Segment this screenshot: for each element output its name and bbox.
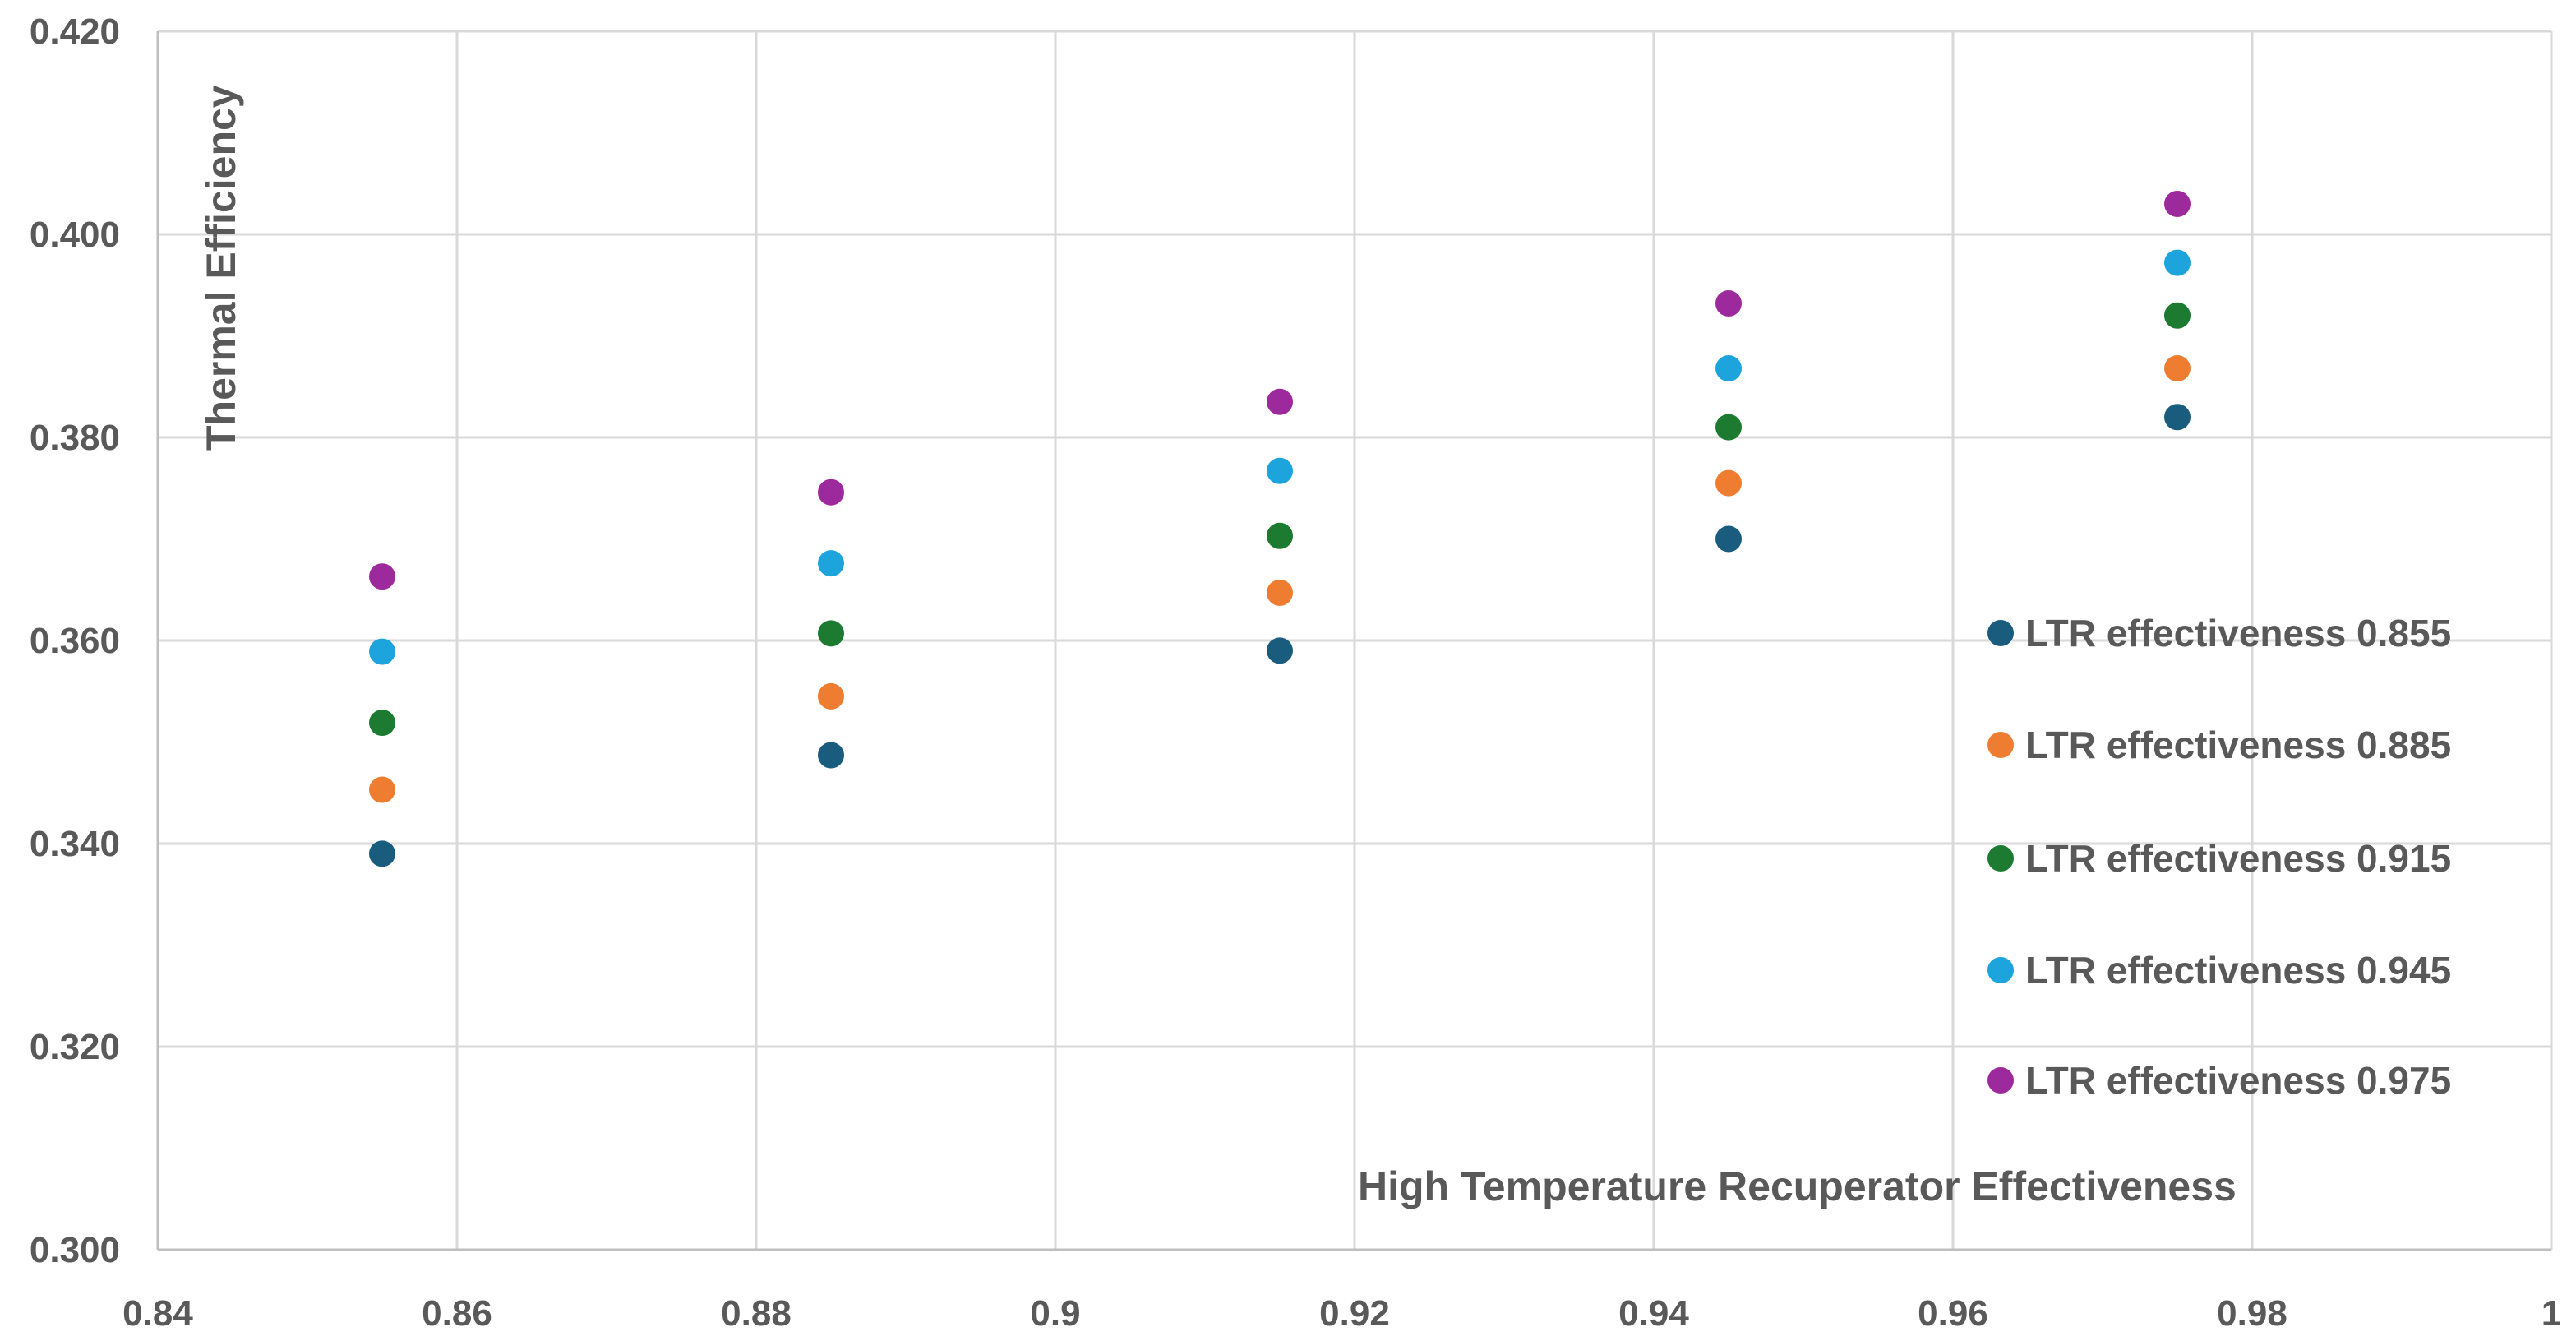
legend-marker — [1987, 620, 2014, 646]
data-point — [818, 550, 844, 577]
tick-labels: 0.84 0.86 0.88 0.9 0.92 0.94 0.96 0.98 1 0.300 0.3… — [30, 12, 2561, 1334]
grid-lines — [158, 30, 2553, 1250]
x-tick-label: 0.94 — [1618, 1293, 1689, 1334]
data-point — [1267, 388, 1293, 415]
data-point — [1715, 469, 1742, 497]
legend-label: LTR effectiveness 0.975 — [2025, 1059, 2451, 1102]
data-point — [818, 479, 844, 506]
data-point — [818, 742, 844, 769]
data-point — [369, 638, 395, 665]
data-point — [1715, 355, 1742, 382]
axes — [156, 31, 2551, 1251]
y-tick-label: 0.320 — [30, 1027, 120, 1067]
y-tick-label: 0.380 — [30, 418, 120, 458]
data-point — [818, 682, 844, 710]
data-point — [369, 776, 395, 803]
y-tick-label: 0.300 — [30, 1230, 120, 1270]
x-tick-label: 0.9 — [1030, 1293, 1080, 1334]
y-tick-label: 0.420 — [30, 12, 120, 52]
legend-marker — [1987, 845, 2014, 872]
y-tick-label: 0.400 — [30, 215, 120, 255]
data-point — [818, 620, 844, 647]
x-tick-label: 0.86 — [422, 1293, 492, 1334]
x-tick-label: 0.88 — [721, 1293, 792, 1334]
data-point — [1715, 414, 1742, 441]
data-point — [369, 840, 395, 867]
data-point — [2164, 190, 2191, 217]
x-axis-title: High Temperature Recuperator Effectivene… — [1358, 1163, 2237, 1209]
data-point — [2164, 355, 2191, 382]
data-point — [2164, 404, 2191, 431]
y-tick-label: 0.340 — [30, 824, 120, 864]
data-point — [1267, 522, 1293, 549]
data-point — [2164, 302, 2191, 329]
x-tick-label: 0.92 — [1319, 1293, 1390, 1334]
data-point — [369, 710, 395, 737]
legend-marker — [1987, 732, 2014, 758]
legend-label: LTR effectiveness 0.915 — [2025, 837, 2451, 880]
legend-label: LTR effectiveness 0.945 — [2025, 949, 2451, 992]
y-axis-title: Thermal Efficiency — [198, 85, 244, 451]
x-tick-label: 0.98 — [2217, 1293, 2287, 1334]
legend-marker — [1987, 957, 2014, 983]
legend-label: LTR effectiveness 0.855 — [2025, 612, 2451, 654]
x-tick-label: 1 — [2541, 1293, 2561, 1334]
data-point — [1267, 457, 1293, 484]
data-point — [2164, 249, 2191, 276]
x-tick-label: 0.84 — [122, 1293, 193, 1334]
y-tick-label: 0.360 — [30, 621, 120, 661]
data-point — [1715, 525, 1742, 553]
data-point — [369, 563, 395, 590]
x-tick-label: 0.96 — [1918, 1293, 1988, 1334]
data-point — [1715, 289, 1742, 317]
data-points — [369, 190, 2191, 867]
data-point — [1267, 579, 1293, 606]
data-point — [1267, 637, 1293, 664]
legend-marker — [1987, 1067, 2014, 1094]
legend-label: LTR effectiveness 0.885 — [2025, 724, 2451, 766]
legend: LTR effectiveness 0.855 LTR effectiveness… — [1987, 612, 2451, 1102]
